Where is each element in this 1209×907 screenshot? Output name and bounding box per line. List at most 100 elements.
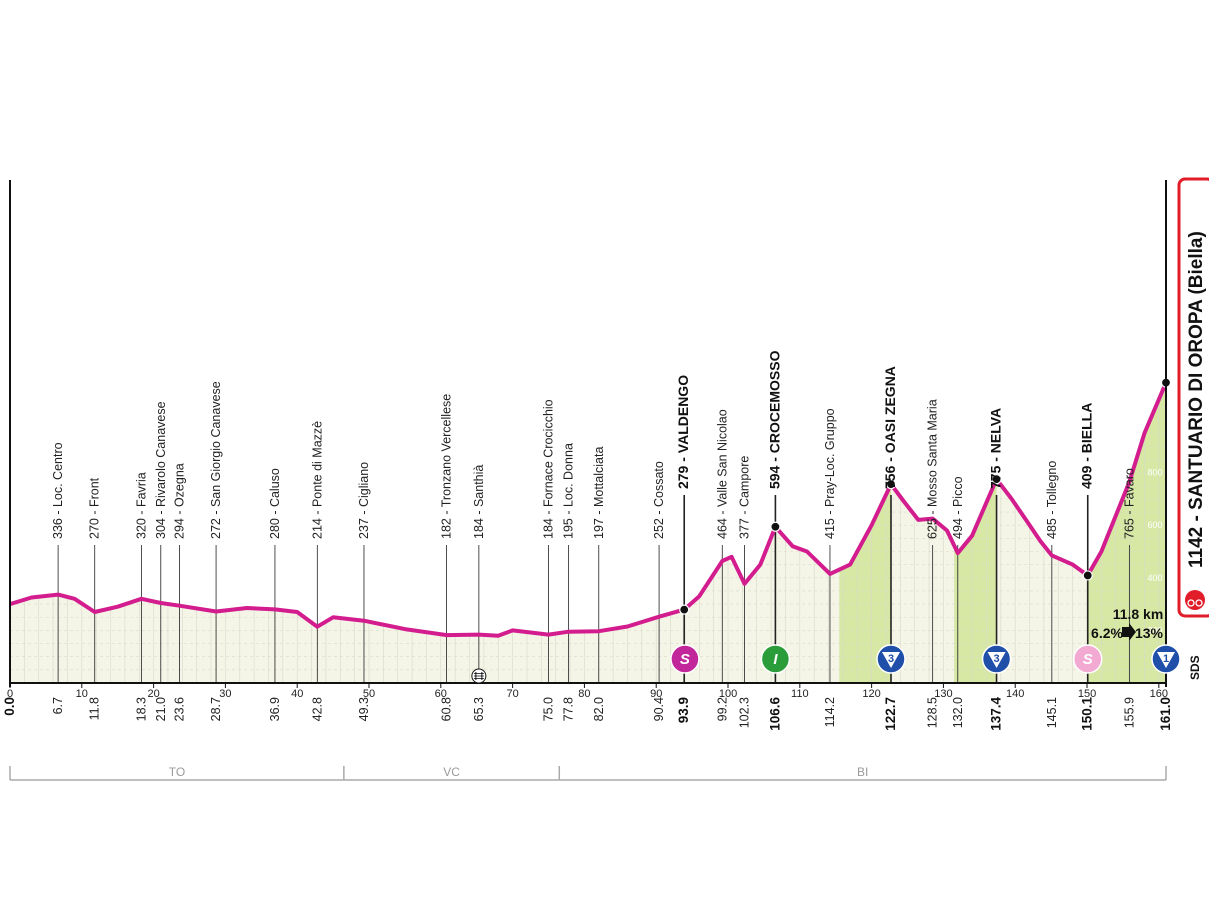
- waypoint-name: 182 - Tronzano Vercellese: [440, 394, 454, 539]
- x-tick-label: 30: [219, 688, 231, 700]
- waypoint-km: 60.8: [440, 697, 454, 721]
- province-strip: TO VC BI: [9, 765, 1167, 781]
- waypoint-km: 77.8: [562, 697, 576, 721]
- summit-dot: [1082, 570, 1093, 581]
- x-tick-label: 100: [719, 688, 737, 700]
- waypoint-km: 132.0: [951, 697, 965, 728]
- waypoint-km: 11.8: [88, 697, 102, 720]
- waypoint-km: 128.5: [926, 697, 940, 728]
- waypoint-name: 464 - Valle San Nicolao: [715, 409, 729, 539]
- x-tick-label: 140: [1006, 688, 1024, 700]
- x-tick-label: 120: [862, 688, 880, 700]
- waypoint-name: 195 - Loc. Donna: [562, 443, 576, 539]
- sprint-icon: [1072, 644, 1103, 674]
- climb-zone: [954, 479, 997, 683]
- badge-letter: S: [1083, 651, 1093, 668]
- climb-zone: [1087, 382, 1166, 683]
- x-tick-label: 50: [363, 688, 375, 700]
- waypoint-km: 114.2: [823, 697, 837, 727]
- finish-banner: 1142 - SANTUARIO DI OROPA (Biella) SDS: [1177, 177, 1209, 680]
- waypoint-name: 184 - Santhià: [472, 465, 486, 539]
- x-tick-label: 110: [791, 688, 809, 700]
- intermediate-icon: [760, 644, 791, 674]
- altitude-tick-label: 800: [1147, 468, 1162, 478]
- climb-avg-gradient: 6.2%: [1091, 625, 1123, 641]
- summit-dot: [885, 479, 897, 490]
- waypoint-km: 99.2: [715, 697, 729, 721]
- waypoint-km: 155.9: [1122, 697, 1136, 728]
- altitude-tick-label: 400: [1147, 573, 1162, 583]
- x-tick-label: 130: [934, 688, 952, 700]
- profile-line: [9, 381, 1168, 638]
- waypoint-name: 252 - Cossato: [652, 461, 666, 539]
- waypoint-km: 122.7: [883, 697, 898, 731]
- waypoint-name: 184 - Fornace Crocicchio: [542, 399, 556, 539]
- altitude-tick-label: 200: [1147, 625, 1162, 635]
- waypoint-km: 42.8: [310, 697, 324, 721]
- waypoint-km: 75.0: [542, 697, 556, 721]
- category-badges: S I 3 3 S 1 11.8 km 6.2% 13%: [670, 606, 1181, 674]
- waypoint-km: 161.0: [1158, 697, 1173, 731]
- bike-wheel: [1187, 599, 1195, 607]
- waypoint-name: 377 - Campore: [738, 456, 752, 539]
- region-label: TO: [169, 765, 185, 779]
- x-tick-label: 80: [578, 688, 590, 700]
- badge-triangle: [882, 652, 901, 668]
- badge-triangle: [1157, 652, 1175, 668]
- waypoint-name: 494 - Picco: [951, 476, 965, 539]
- waypoint-name: 594 - CROCEMOSSO: [766, 350, 782, 489]
- x-tick-label: 70: [506, 688, 518, 700]
- waypoint-km: 21.0: [154, 697, 168, 721]
- waypoint-km: 106.6: [767, 697, 782, 731]
- region-label: BI: [857, 765, 868, 779]
- waypoint-km: 18.3: [134, 697, 148, 721]
- badge-letter: I: [773, 651, 778, 668]
- x-tick-label: 20: [147, 688, 159, 700]
- summit-dot: [770, 521, 781, 532]
- waypoint-km: 65.3: [472, 697, 486, 721]
- waypoint-km: 150.1: [1080, 697, 1095, 731]
- waypoint-name: 756 - OASI ZEGNA: [882, 366, 898, 489]
- waypoint-km: 90.4: [652, 697, 666, 721]
- waypoint-name: 775 - NELVA: [988, 408, 1004, 489]
- waypoint-name: 270 - Front: [88, 477, 102, 539]
- waypoint-km: 0.0: [2, 697, 17, 716]
- finish-climb-icon: [1185, 590, 1205, 610]
- climb-zones: [839, 382, 1166, 683]
- waypoint-km: 102.3: [738, 697, 752, 728]
- x-axis: 0 10 20 30 40 50 60 70 80 90 100 110 120 130 140 150 160: [7, 180, 1168, 700]
- waypoint-name: 279 - VALDENGO: [675, 375, 691, 489]
- x-tick-label: 40: [291, 688, 303, 700]
- waypoint-name: 294 - Ozegna: [172, 463, 186, 539]
- waypoint-km: 145.1: [1045, 697, 1059, 728]
- climb-length: 11.8 km: [1113, 606, 1164, 622]
- region-label: VC: [443, 765, 460, 779]
- x-tick-label: 0: [7, 688, 13, 700]
- waypoint-name: 214 - Ponte di Mazzè: [310, 421, 324, 539]
- waypoint-name: 280 - Caluso: [268, 468, 282, 539]
- x-tick-label: 150: [1078, 688, 1096, 700]
- summit-dot: [679, 604, 690, 615]
- x-tick-label: 60: [435, 688, 447, 700]
- waypoint-name: 320 - Favria: [134, 472, 148, 539]
- x-tick-label: 10: [76, 688, 88, 700]
- waypoint-km: 93.9: [676, 697, 691, 723]
- waypoint-name: 485 - Tollegno: [1045, 461, 1059, 539]
- waypoint-name: 625 - Mosso Santa Maria: [926, 399, 940, 539]
- badge-letter: 1: [1163, 653, 1169, 665]
- waypoint-name: 409 - BIELLA: [1079, 403, 1095, 489]
- climb-zone: [839, 484, 891, 683]
- badge-letter: 3: [888, 653, 894, 665]
- waypoint-km: 82.0: [592, 697, 606, 721]
- waypoint-name: 765 - Favaro: [1122, 468, 1136, 539]
- waypoint-km: 137.4: [989, 697, 1004, 731]
- waypoint-km: 49.3: [357, 697, 371, 721]
- altitude-tick-label: 600: [1147, 520, 1162, 530]
- waypoint-name: 304 - Rivarolo Canavese: [154, 401, 168, 539]
- summit-dot: [991, 474, 1002, 485]
- bike-wheel: [1195, 599, 1203, 607]
- waypoint-name: 237 - Cigliano: [357, 462, 371, 539]
- arrow-right-icon: [1122, 623, 1136, 641]
